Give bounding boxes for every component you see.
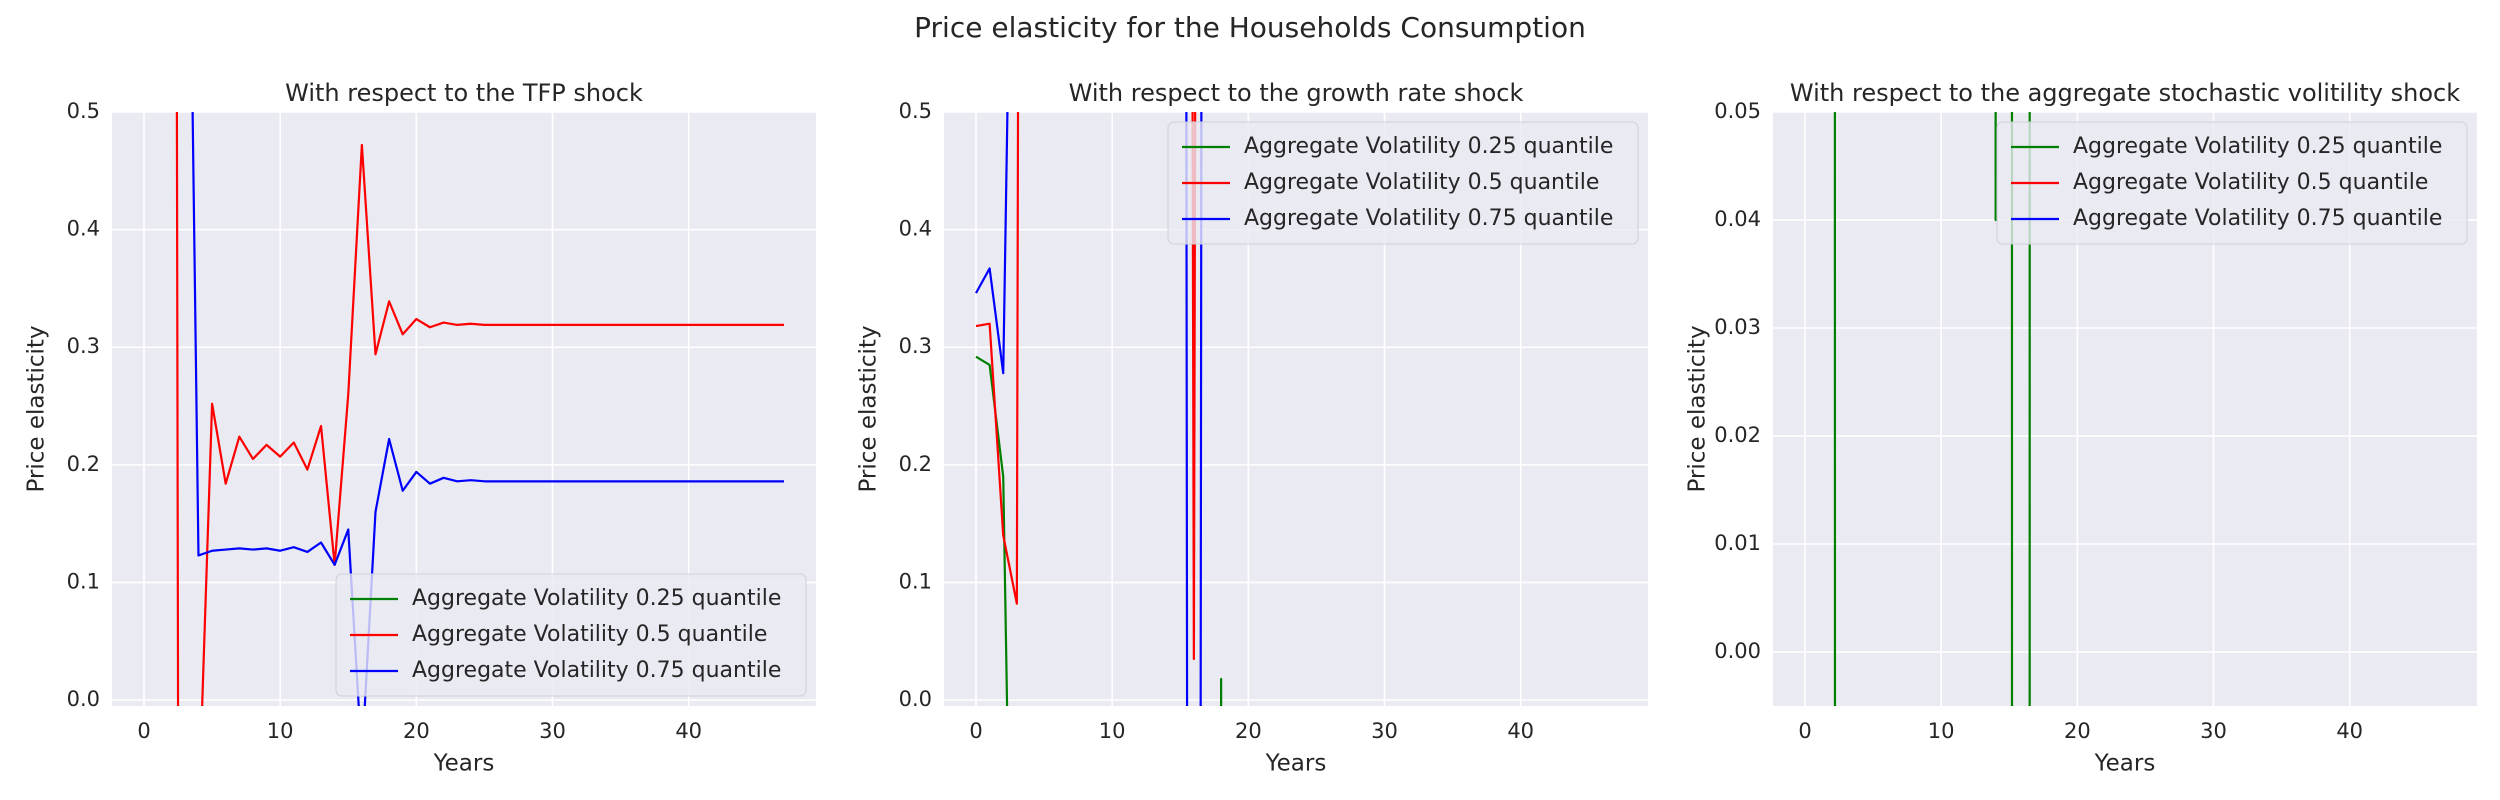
x-tick-label: 30 [2200,719,2227,743]
subplot-title: With respect to the TFP shock [285,79,643,107]
x-tick-label: 0 [1798,719,1811,743]
legend-label: Aggregate Volatility 0.25 quantile [1244,134,1613,159]
y-tick-label: 0.0 [899,687,932,711]
y-tick-label: 0.02 [1714,423,1761,447]
y-axis-label: Price elasticity [856,325,882,492]
series-line [191,112,784,706]
y-tick-label: 0.2 [899,452,932,476]
x-tick-label: 0 [969,719,982,743]
y-tick-label: 0.4 [899,217,932,241]
x-tick-label: 40 [675,719,702,743]
subplot: 0 10 20 30 40 0.00 0.01 0.02 0.03 0.04 0.05 With re… [1685,79,2477,777]
legend-box [1996,121,2468,245]
x-tick-label: 10 [267,719,294,743]
x-tick-label: 10 [1099,719,1126,743]
legend: Aggregate Volatility 0.25 quantile Aggreg… [1996,121,2468,245]
subplot-title: With respect to the aggregate stochastic… [1790,79,2460,107]
x-tick-label: 10 [1928,719,1955,743]
subplot: 0 10 20 30 40 0.0 0.1 0.2 0.3 0.4 0.5 With respect … [24,79,816,777]
x-tick-label: 0 [137,719,150,743]
legend-label: Aggregate Volatility 0.75 quantile [412,658,781,683]
y-tick-label: 0.5 [67,99,100,123]
x-tick-label: 40 [1507,719,1534,743]
x-tick-label: 40 [2336,719,2363,743]
x-tick-label: 30 [539,719,566,743]
x-tick-label: 20 [403,719,430,743]
figure-title: Price elasticity for the Households Cons… [914,11,1586,44]
legend-box [1167,121,1639,245]
y-tick-label: 0.00 [1714,639,1761,663]
y-tick-label: 0.3 [899,334,932,358]
subplot: 0 10 20 30 40 0.0 0.1 0.2 0.3 0.4 0.5 With respect … [856,79,1648,777]
y-tick-label: 0.2 [67,452,100,476]
y-tick-label: 0.5 [899,99,932,123]
y-tick-label: 0.03 [1714,315,1761,339]
y-tick-label: 0.1 [67,569,100,593]
y-tick-label: 0.01 [1714,531,1761,555]
x-axis-label: Years [2094,751,2156,777]
series-line [975,112,1203,706]
legend-label: Aggregate Volatility 0.5 quantile [412,622,767,647]
legend-label: Aggregate Volatility 0.5 quantile [1244,170,1599,195]
y-tick-label: 0.0 [67,687,100,711]
legend-label: Aggregate Volatility 0.75 quantile [2073,206,2442,231]
legend: Aggregate Volatility 0.25 quantile Aggreg… [1167,121,1639,245]
subplot-title: With respect to the growth rate shock [1069,79,1524,107]
lines [175,112,784,706]
y-axis-label: Price elasticity [24,325,50,492]
x-axis-label: Years [1265,751,1327,777]
legend-label: Aggregate Volatility 0.25 quantile [412,586,781,611]
y-tick-label: 0.3 [67,334,100,358]
legend-label: Aggregate Volatility 0.25 quantile [2073,134,2442,159]
y-tick-label: 0.04 [1714,207,1761,231]
x-tick-label: 20 [2064,719,2091,743]
legend-label: Aggregate Volatility 0.75 quantile [1244,206,1613,231]
legend-label: Aggregate Volatility 0.5 quantile [2073,170,2428,195]
x-tick-label: 30 [1371,719,1398,743]
y-tick-label: 0.1 [899,569,932,593]
y-tick-label: 0.05 [1714,99,1761,123]
lines [975,112,1223,706]
legend-box [335,573,807,697]
y-axis-label: Price elasticity [1685,325,1711,492]
x-tick-label: 20 [1235,719,1262,743]
series-line [175,112,784,706]
series-line [975,112,1197,661]
y-tick-label: 0.4 [67,217,100,241]
x-axis-label: Years [433,751,495,777]
legend: Aggregate Volatility 0.25 quantile Aggreg… [335,573,807,697]
